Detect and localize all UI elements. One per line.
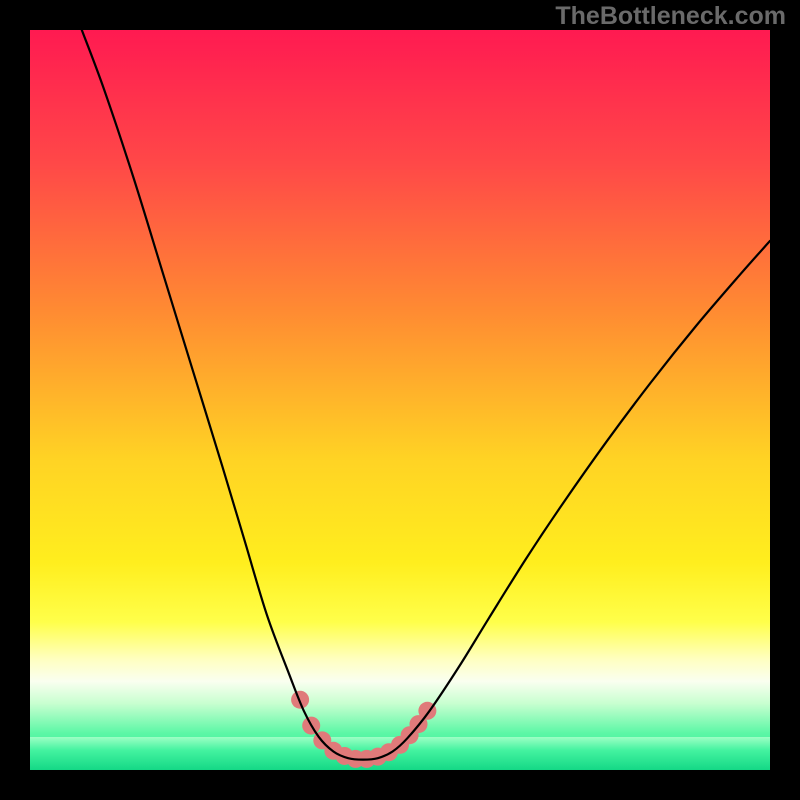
bottleneck-curve	[82, 30, 770, 760]
bottleneck-chart: TheBottleneck.com	[0, 0, 800, 800]
curve-layer	[30, 30, 770, 770]
watermark-text: TheBottleneck.com	[555, 2, 786, 31]
plot-area	[30, 30, 770, 770]
